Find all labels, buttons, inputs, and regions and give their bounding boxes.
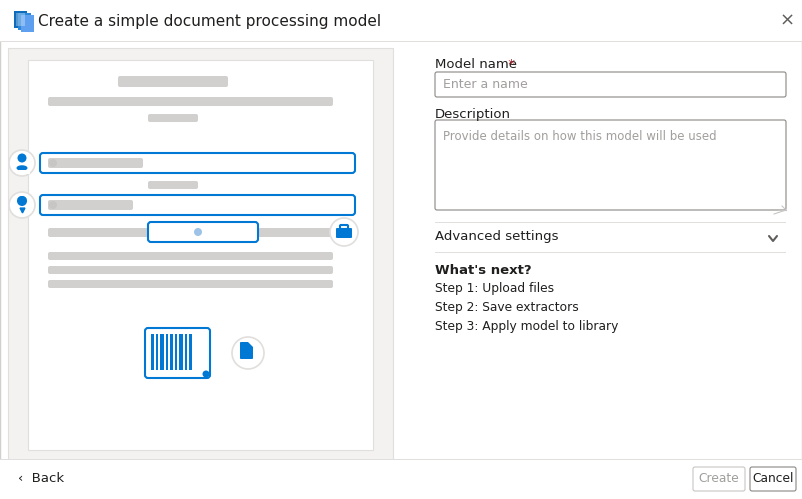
FancyBboxPatch shape	[240, 342, 253, 359]
FancyBboxPatch shape	[145, 328, 210, 378]
Text: Advanced settings: Advanced settings	[435, 230, 558, 243]
Wedge shape	[18, 196, 26, 201]
Bar	[166, 334, 168, 370]
FancyBboxPatch shape	[40, 153, 355, 173]
FancyBboxPatch shape	[148, 181, 198, 189]
Text: Create: Create	[699, 473, 739, 486]
Bar	[179, 334, 183, 370]
Bar	[175, 334, 177, 370]
Bar	[435, 252, 786, 253]
Bar	[14, 11, 27, 28]
Ellipse shape	[17, 165, 27, 171]
FancyBboxPatch shape	[336, 228, 352, 238]
Circle shape	[18, 154, 26, 163]
Bar	[8, 48, 393, 463]
FancyBboxPatch shape	[48, 228, 333, 237]
Text: Step 3: Apply model to library: Step 3: Apply model to library	[435, 320, 618, 333]
Text: *: *	[504, 58, 515, 71]
Bar	[21, 15, 34, 32]
Bar	[160, 334, 164, 370]
Text: Enter a name: Enter a name	[443, 77, 528, 90]
Bar	[18, 13, 30, 30]
Circle shape	[232, 337, 264, 369]
FancyBboxPatch shape	[48, 158, 143, 168]
FancyBboxPatch shape	[435, 120, 786, 210]
Bar	[185, 334, 187, 370]
Text: ×: ×	[780, 12, 795, 30]
Bar	[28, 60, 373, 450]
Circle shape	[330, 218, 358, 246]
Bar	[0, 0, 802, 42]
Circle shape	[49, 201, 57, 209]
Text: Create a simple document processing model: Create a simple document processing mode…	[38, 13, 381, 28]
Text: Model name: Model name	[435, 58, 517, 71]
FancyBboxPatch shape	[148, 222, 258, 242]
FancyBboxPatch shape	[48, 200, 133, 210]
Bar	[0, 459, 802, 460]
Circle shape	[202, 370, 209, 378]
FancyBboxPatch shape	[435, 72, 786, 97]
Bar	[0, 459, 802, 499]
Bar	[16, 13, 25, 26]
Text: ‹  Back: ‹ Back	[18, 473, 64, 486]
Polygon shape	[248, 342, 253, 347]
Circle shape	[49, 159, 57, 167]
FancyBboxPatch shape	[148, 114, 198, 122]
FancyBboxPatch shape	[48, 266, 333, 274]
Circle shape	[9, 150, 35, 176]
Bar	[156, 334, 158, 370]
Bar	[170, 334, 173, 370]
FancyBboxPatch shape	[48, 97, 333, 106]
FancyBboxPatch shape	[693, 467, 745, 491]
FancyBboxPatch shape	[48, 280, 333, 288]
Text: Step 2: Save extractors: Step 2: Save extractors	[435, 301, 579, 314]
Text: Step 1: Upload files: Step 1: Upload files	[435, 282, 554, 295]
Bar	[435, 222, 786, 223]
FancyBboxPatch shape	[750, 467, 796, 491]
Text: What's next?: What's next?	[435, 264, 532, 277]
Text: Provide details on how this model will be used: Provide details on how this model will b…	[443, 130, 717, 143]
Circle shape	[9, 192, 35, 218]
Bar	[0, 41, 802, 42]
Circle shape	[194, 228, 202, 236]
Text: Cancel: Cancel	[752, 473, 794, 486]
Bar	[151, 334, 154, 370]
FancyBboxPatch shape	[118, 76, 228, 87]
Circle shape	[17, 196, 27, 206]
FancyBboxPatch shape	[48, 252, 333, 260]
FancyBboxPatch shape	[40, 195, 355, 215]
Bar	[189, 334, 192, 370]
Text: Description: Description	[435, 108, 511, 121]
Bar	[16, 170, 30, 174]
